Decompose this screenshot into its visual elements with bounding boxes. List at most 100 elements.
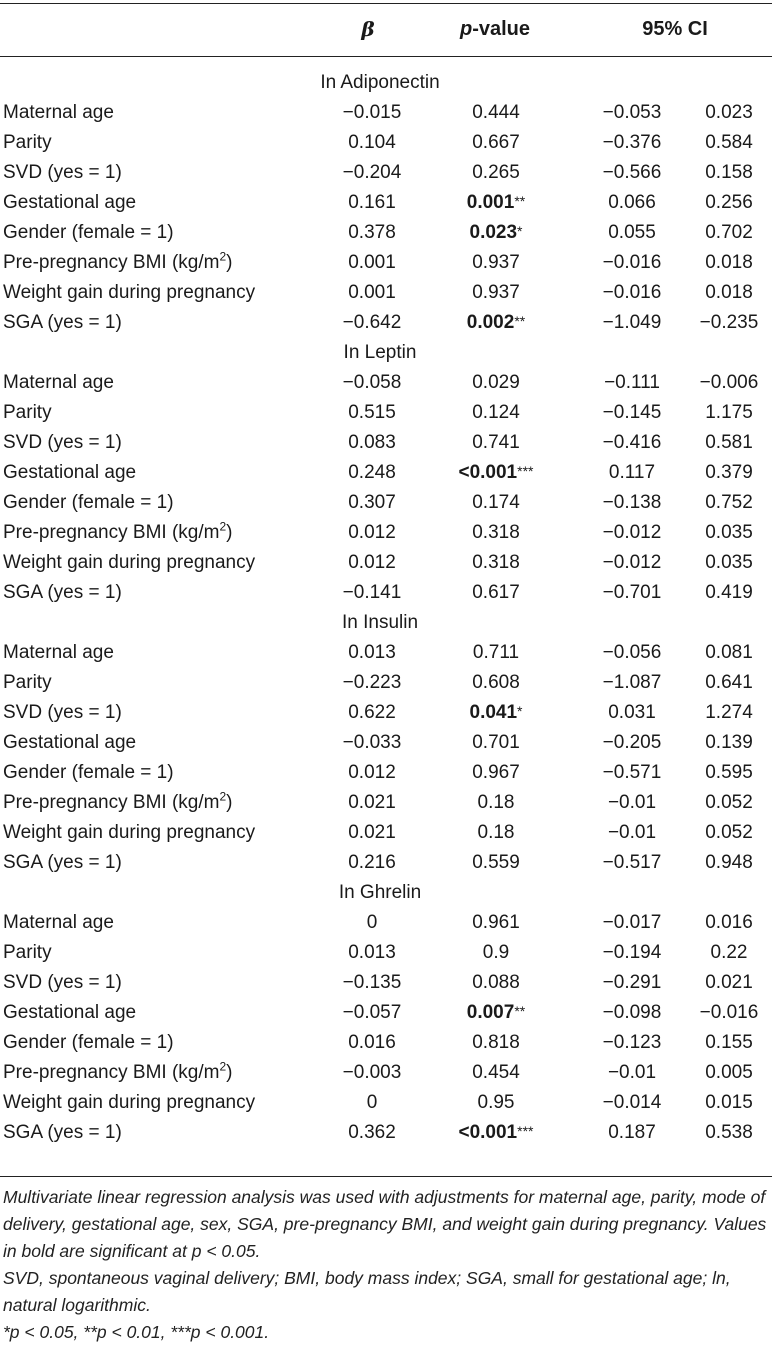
p-value: 0.937 [440,278,552,308]
row-label-text: Pre-pregnancy BMI (kg/m [3,792,220,813]
beta-value: 0.515 [348,402,396,423]
row-label: SGA (yes = 1) [3,578,122,608]
ci-upper: 0.22 [710,942,748,963]
beta-value: 0.001 [348,282,396,303]
p-value: 0.9 [440,938,552,968]
ci-lower: −0.145 [602,402,662,423]
p-value: 0.174 [440,488,552,518]
table-row: Parity 0.104 0.667 −0.376 0.584 [0,128,772,158]
beta-value: −0.141 [342,582,402,603]
row-label: SVD (yes = 1) [3,428,122,458]
ci-upper: 0.016 [705,912,753,933]
table-row: Pre-pregnancy BMI (kg/m2) 0.021 0.18 −0.01 0… [0,788,772,818]
beta-value: 0.083 [348,432,396,453]
row-label: Weight gain during pregnancy [3,1088,255,1118]
p-value-number: 0.617 [472,582,520,603]
p-value-number: 0.9 [482,942,510,963]
p-value-number: 0.608 [472,672,520,693]
ci-lower: −0.01 [607,822,657,843]
beta-value: 0.248 [348,462,396,483]
row-label: Weight gain during pregnancy [3,818,255,848]
row-label-text: Weight gain during pregnancy [3,282,256,303]
p-value-number: 0.029 [472,372,520,393]
row-label: Weight gain during pregnancy [3,548,255,578]
ci-lower: −0.291 [602,972,662,993]
beta-value: 0.021 [348,822,396,843]
beta-value: −0.015 [342,102,402,123]
beta-value: 0.622 [348,702,396,723]
row-label-text: Pre-pregnancy BMI (kg/m [3,1062,220,1083]
ci-upper: 0.158 [705,162,753,183]
row-label: Pre-pregnancy BMI (kg/m2) [3,1058,232,1088]
p-value: 0.608 [440,668,552,698]
table-row: Gender (female = 1) 0.012 0.967 −0.571 0.595 [0,758,772,788]
table-row: Weight gain during pregnancy 0.012 0.318 −0… [0,548,772,578]
ci-upper: 0.018 [705,252,753,273]
ci-lower: −1.049 [602,312,662,333]
row-label: Gender (female = 1) [3,488,174,518]
ci-lower: 0.066 [608,192,656,213]
ci-lower: −0.111 [604,372,660,393]
ci-lower: −0.01 [607,1062,657,1083]
row-label: SGA (yes = 1) [3,1118,122,1148]
header-p-value: p-value [459,18,531,40]
row-label-text: Gestational age [3,732,137,753]
ci-upper: 1.175 [705,402,753,423]
ci-upper: 0.948 [705,852,753,873]
row-label-text: Pre-pregnancy BMI (kg/m [3,522,220,543]
row-label-text: Gender (female = 1) [3,1032,174,1053]
row-label: Parity [3,398,52,428]
row-label-text: SVD (yes = 1) [3,432,122,453]
footnote-significance: *p < 0.05, **p < 0.01, ***p < 0.001. [3,1322,270,1342]
p-value-number: 0.318 [472,522,520,543]
table-row: Maternal age −0.015 0.444 −0.053 0.023 [0,98,772,128]
row-label: Maternal age [3,908,114,938]
p-value: 0.318 [440,548,552,578]
p-value-number: <0.001 [458,1122,518,1143]
p-value: 0.741 [440,428,552,458]
beta-value: 0.161 [348,192,396,213]
beta-value: 0.013 [348,942,396,963]
table-row: Gestational age −0.057 0.007** −0.098 −0.016 [0,998,772,1028]
row-label-text: SVD (yes = 1) [3,162,122,183]
row-label-text: Parity [3,942,52,963]
ci-lower: −1.087 [602,672,662,693]
p-value: 0.041* [440,698,552,728]
p-value: 0.265 [440,158,552,188]
row-label-text: Weight gain during pregnancy [3,552,256,573]
beta-value: 0.012 [348,552,396,573]
table-footnotes: Multivariate linear regression analysis … [3,1184,769,1346]
table-row: Pre-pregnancy BMI (kg/m2) −0.003 0.454 −0.0… [0,1058,772,1088]
ci-upper: 0.023 [705,102,753,123]
ci-upper: 0.641 [705,672,753,693]
table-row: Maternal age −0.058 0.029 −0.111 −0.006 [0,368,772,398]
table-row: Pre-pregnancy BMI (kg/m2) 0.001 0.937 −0.01… [0,248,772,278]
ci-upper: 0.021 [705,972,753,993]
p-value: <0.001*** [440,1118,552,1148]
header-rule [0,56,772,57]
section-header: In Adiponectin [0,68,772,98]
p-value-number: 0.937 [472,252,520,273]
row-label: Gender (female = 1) [3,758,174,788]
row-label: Gender (female = 1) [3,218,174,248]
table-row: SVD (yes = 1) 0.622 0.041* 0.031 1.274 [0,698,772,728]
row-label: SGA (yes = 1) [3,308,122,338]
table-row: Parity 0.515 0.124 −0.145 1.175 [0,398,772,428]
ci-lower: −0.017 [602,912,662,933]
table-row: Gender (female = 1) 0.378 0.023* 0.055 0.702 [0,218,772,248]
ci-lower: −0.016 [602,282,662,303]
ci-lower: −0.014 [602,1092,662,1113]
row-label: SVD (yes = 1) [3,968,122,998]
ci-lower: −0.194 [602,942,662,963]
table-row: Gestational age −0.033 0.701 −0.205 0.139 [0,728,772,758]
section-title: In Adiponectin [320,72,440,93]
p-value: 0.617 [440,578,552,608]
table-row: Gestational age 0.161 0.001** 0.066 0.256 [0,188,772,218]
ci-lower: 0.055 [608,222,656,243]
ci-lower: −0.098 [602,1002,662,1023]
p-value-number: 0.667 [472,132,520,153]
row-label-superscript: 2 [219,789,227,804]
ci-upper: 0.702 [705,222,753,243]
row-label-text: Maternal age [3,372,114,393]
table-body: In Adiponectin Maternal age −0.015 0.444 −0.… [0,68,772,1148]
